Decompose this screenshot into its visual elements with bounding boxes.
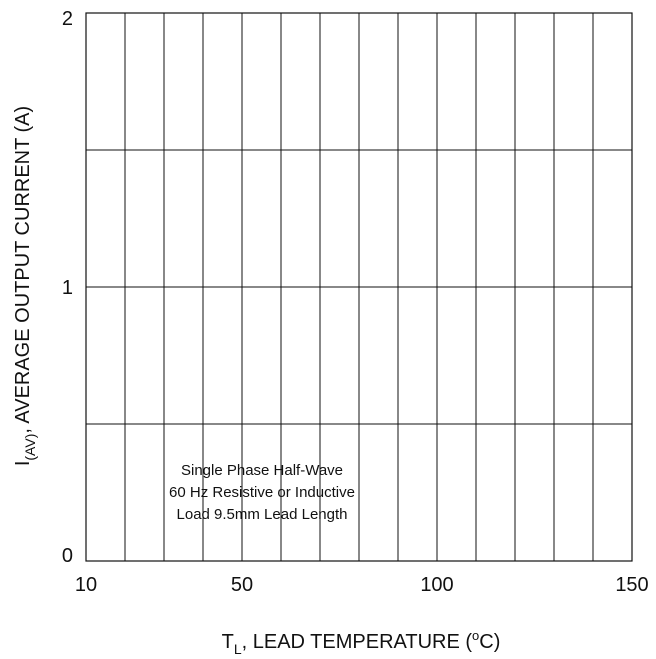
x-tick-label-100: 100: [420, 574, 453, 596]
annotation: Single Phase Half-Wave 60 Hz Resistive o…: [169, 462, 355, 523]
annotation-line-2: 60 Hz Resistive or Inductive: [169, 484, 355, 501]
y-axis-title-rest: , AVERAGE OUTPUT CURRENT (A): [12, 106, 34, 434]
annotation-line-1: Single Phase Half-Wave: [181, 462, 343, 479]
y-tick-labels: 0 1 2: [62, 8, 73, 567]
y-axis-title-sub: (AV): [22, 434, 38, 461]
x-axis-title-main: T: [222, 631, 234, 653]
x-axis-title-sup: o: [472, 628, 479, 643]
y-axis-title-main: I: [12, 461, 34, 467]
annotation-line-3: Load 9.5mm Lead Length: [177, 506, 348, 523]
x-axis-title: TL, LEAD TEMPERATURE (oC): [222, 628, 501, 657]
x-axis-title-sub: L: [234, 641, 242, 657]
y-tick-label-0: 0: [62, 545, 73, 567]
x-axis-title-rest: , LEAD TEMPERATURE (: [242, 631, 473, 653]
x-tick-label-50: 50: [231, 574, 253, 596]
y-axis-title: I(AV), AVERAGE OUTPUT CURRENT (A): [12, 106, 38, 466]
x-tick-labels: 10 50 100 150: [75, 574, 649, 596]
x-tick-label-10: 10: [75, 574, 97, 596]
plot-frame: [85, 12, 633, 562]
y-tick-label-2: 2: [62, 8, 73, 30]
x-tick-label-150: 150: [615, 574, 648, 596]
y-tick-label-1: 1: [62, 277, 73, 299]
grid-layer: [86, 13, 632, 561]
x-axis-title-end: C): [479, 631, 500, 653]
